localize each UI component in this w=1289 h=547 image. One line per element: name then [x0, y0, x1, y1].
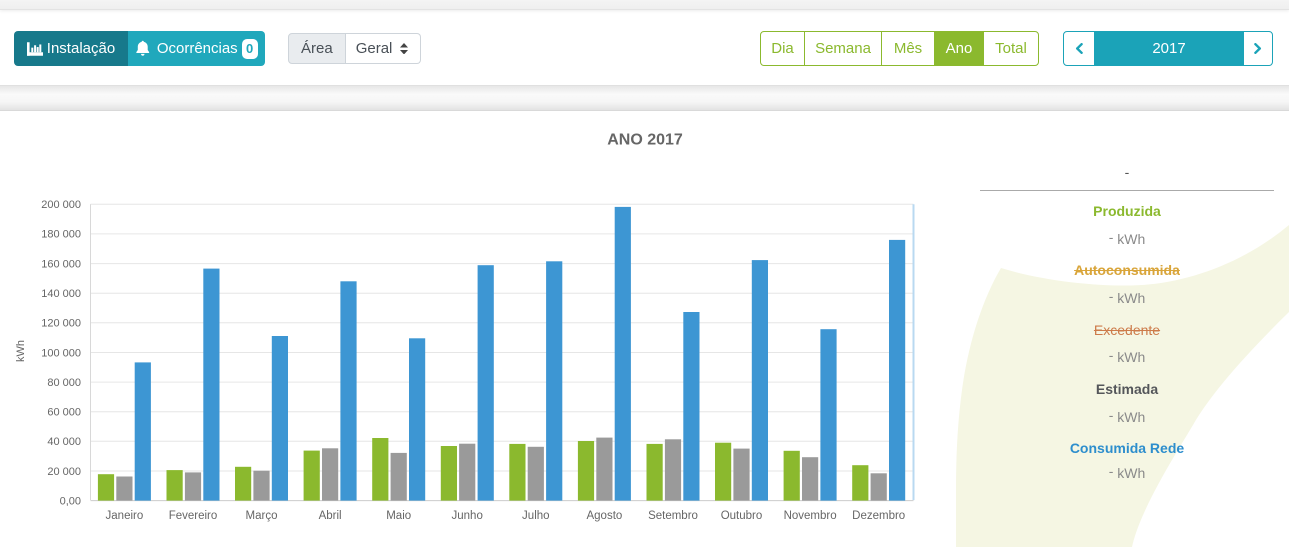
- svg-text:ANO 2017: ANO 2017: [607, 132, 683, 149]
- svg-text:Maio: Maio: [386, 510, 411, 522]
- svg-text:120 000: 120 000: [41, 318, 81, 330]
- svg-text:200 000: 200 000: [41, 199, 81, 211]
- svg-text:Agosto: Agosto: [586, 510, 622, 522]
- svg-text:Janeiro: Janeiro: [106, 510, 144, 522]
- svg-text:160 000: 160 000: [41, 258, 81, 270]
- svg-text:Novembro: Novembro: [784, 510, 837, 522]
- svg-text:Abril: Abril: [319, 510, 342, 522]
- svg-text:Julho: Julho: [522, 510, 550, 522]
- svg-text:Dezembro: Dezembro: [852, 510, 905, 522]
- svg-text:Fevereiro: Fevereiro: [169, 510, 218, 522]
- svg-text:180 000: 180 000: [41, 229, 81, 241]
- svg-text:0,00: 0,00: [60, 495, 81, 507]
- svg-text:Junho: Junho: [452, 510, 483, 522]
- svg-text:Setembro: Setembro: [648, 510, 698, 522]
- svg-text:20 000: 20 000: [47, 466, 81, 478]
- svg-text:40 000: 40 000: [47, 436, 81, 448]
- svg-text:kWh: kWh: [15, 340, 27, 362]
- svg-text:100 000: 100 000: [41, 347, 81, 359]
- svg-text:60 000: 60 000: [47, 407, 81, 419]
- svg-text:80 000: 80 000: [47, 377, 81, 389]
- svg-text:Março: Março: [246, 510, 278, 522]
- svg-text:140 000: 140 000: [41, 288, 81, 300]
- svg-text:Outubro: Outubro: [721, 510, 763, 522]
